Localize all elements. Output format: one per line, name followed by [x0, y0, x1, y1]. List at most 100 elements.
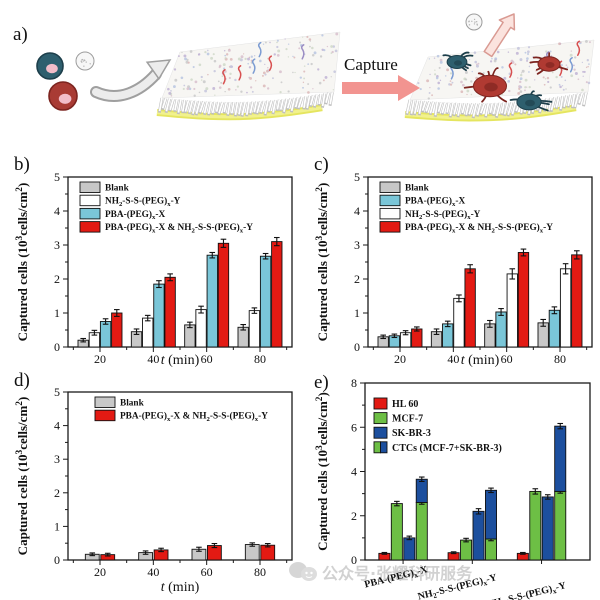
chart-e: 02468PBA-(PEG)x-XNH2-S-S-(PEG)x-YPBA-(PE… [315, 376, 591, 600]
nanowire [325, 92, 330, 103]
surface-speckle [267, 67, 269, 69]
rich-text-span: cells/cm [315, 192, 330, 236]
x-tick-label: 80 [254, 352, 266, 366]
surface-speckle [437, 87, 440, 90]
surface-speckle [240, 55, 244, 59]
surface-speckle [243, 53, 245, 55]
nanowire [234, 102, 239, 116]
nanowire [181, 99, 186, 112]
nanowire [256, 101, 262, 114]
surface-speckle [205, 87, 209, 91]
panel-e-label: e) [314, 372, 329, 393]
microsphere-icon [465, 13, 483, 31]
nanowire [429, 101, 435, 114]
figure-shape [465, 13, 483, 31]
sphere-dot [82, 60, 85, 62]
surface-speckle [279, 70, 282, 74]
surface-speckle [561, 85, 564, 87]
nanowire [492, 102, 498, 115]
nanowire [489, 103, 494, 114]
bar [111, 312, 123, 348]
x-tick-label: 60 [201, 352, 213, 366]
ligand-ribbon [508, 62, 513, 78]
surface-speckle [184, 57, 187, 61]
surface-speckle [471, 70, 473, 73]
surface-speckle [573, 64, 575, 67]
y-tick-label: 1 [54, 519, 60, 533]
bar [453, 297, 465, 348]
surface-speckle [277, 49, 281, 53]
nanowire [165, 98, 171, 112]
nanowire [276, 99, 281, 110]
panel-c: 0 1 2 3 4 5 20 40 60 80 Blank PBA-(PEG)x-X NH2-S-S-(… [312, 156, 600, 368]
y-tick-label: 5 [54, 385, 60, 399]
surface-speckle [547, 80, 550, 84]
x-category-label: NH2-S-S-(PEG)x-Y [417, 572, 499, 600]
rich-text-span: -X & NH [463, 596, 504, 600]
y-axis-title: Captured cells (103cells/cm2) [315, 183, 330, 342]
rich-text-span: -X & NH [155, 223, 192, 233]
legend-label: CTCs (MCF-7+SK-BR-3) [392, 443, 502, 454]
surface-speckle [273, 53, 276, 56]
surface-speckle [516, 77, 519, 79]
legend-swatch [379, 207, 401, 220]
captured-cell-icon [442, 51, 474, 72]
y-tick-label: 4 [54, 419, 60, 433]
surface-speckle [259, 59, 262, 63]
surface-speckle [466, 89, 470, 93]
legend-label: PBA-(PEG)x-X [405, 196, 465, 208]
y-tick-label: 3 [54, 238, 60, 252]
sphere-dot [471, 20, 473, 22]
ligand-ribbon [569, 57, 574, 73]
bar [548, 309, 561, 348]
legend-swatch [380, 441, 388, 454]
bar [217, 242, 230, 348]
nanowire [453, 102, 458, 115]
surface-speckle [204, 51, 207, 54]
y-tick-label: 1 [354, 306, 360, 320]
surface-speckle [588, 63, 590, 65]
bar [517, 252, 530, 348]
surface-speckle [182, 87, 185, 91]
rich-text-span: PBA-(PEG) [405, 196, 452, 207]
nanowire [476, 103, 482, 116]
surface-speckle [519, 77, 523, 81]
bar [259, 255, 272, 348]
surface-speckle [224, 90, 226, 93]
surface-speckle [183, 54, 187, 58]
nanowire [283, 98, 288, 112]
surface-speckle [587, 65, 589, 68]
surface-speckle [212, 53, 215, 56]
surface-speckle [244, 57, 247, 61]
surface-speckle [313, 51, 317, 55]
x-tick-label: 40 [147, 565, 159, 579]
surface-speckle [482, 72, 485, 75]
bar [460, 539, 473, 561]
surface-speckle [198, 53, 201, 56]
surface-speckle [507, 80, 511, 83]
bar-segment [415, 502, 428, 561]
bar [99, 321, 112, 348]
cell-nucleus [484, 82, 498, 92]
surface-speckle [326, 45, 329, 48]
rich-text-span: -Y [258, 412, 268, 422]
surface-speckle [332, 45, 336, 48]
surface-speckle [438, 66, 441, 69]
bar [571, 254, 583, 348]
surface-speckle [444, 75, 447, 77]
cell-nucleus [46, 63, 58, 74]
rich-text-span: Captured cells (10 [315, 450, 330, 551]
surface-speckle [177, 55, 180, 58]
surface-speckle [493, 59, 497, 63]
surface-speckle [309, 45, 311, 48]
surface-speckle [426, 79, 430, 83]
nanowire [241, 101, 247, 116]
surface-speckle [527, 52, 530, 56]
surface-speckle [519, 85, 523, 89]
surface-speckle [465, 78, 468, 81]
panel-b: 0 1 2 3 4 5 20 40 60 80 Blank NH2-S-S-(PEG)x-Y PBA-(… [12, 156, 300, 368]
surface-speckle [429, 86, 431, 89]
x-tick-label: 20 [94, 352, 106, 366]
nanowire [479, 103, 486, 114]
nanowire [437, 102, 443, 113]
